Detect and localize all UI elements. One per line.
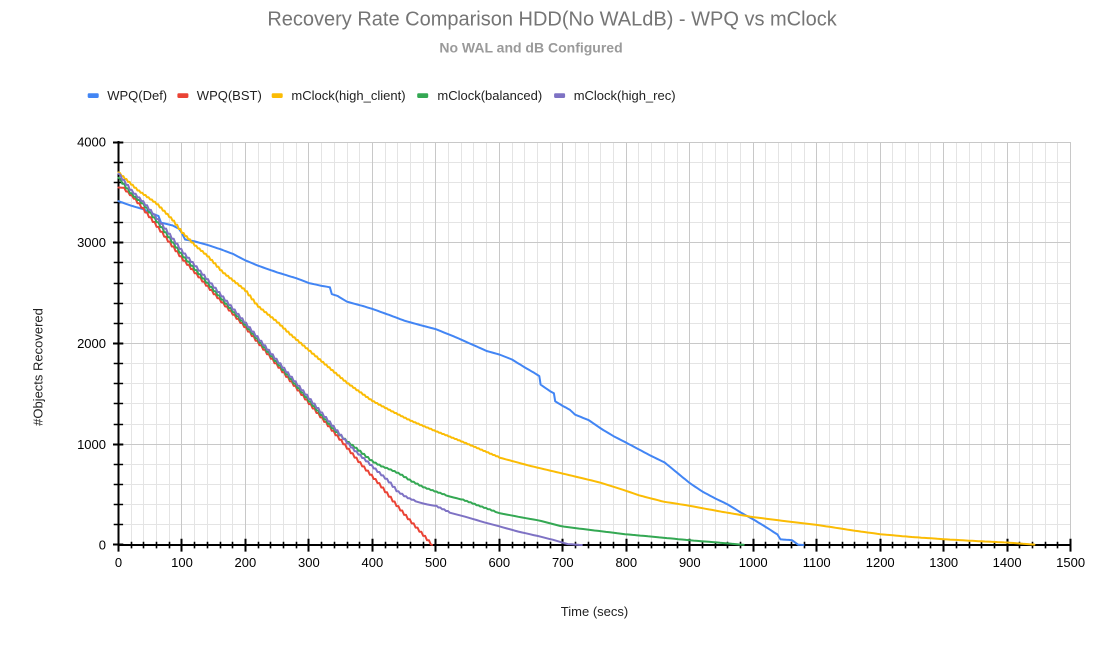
svg-text:1500: 1500 bbox=[1056, 555, 1085, 570]
svg-text:2000: 2000 bbox=[77, 336, 106, 351]
svg-text:mClock(balanced): mClock(balanced) bbox=[437, 88, 542, 103]
svg-text:800: 800 bbox=[615, 555, 637, 570]
svg-text:No WAL and dB Configured: No WAL and dB Configured bbox=[439, 40, 622, 56]
svg-text:#Objects Recovered: #Objects Recovered bbox=[31, 308, 46, 426]
svg-text:1400: 1400 bbox=[993, 555, 1022, 570]
svg-text:900: 900 bbox=[679, 555, 701, 570]
svg-text:Time (secs): Time (secs) bbox=[561, 604, 628, 619]
svg-text:1200: 1200 bbox=[866, 555, 895, 570]
svg-text:1300: 1300 bbox=[929, 555, 958, 570]
svg-text:1100: 1100 bbox=[803, 555, 831, 570]
svg-text:100: 100 bbox=[171, 555, 193, 570]
svg-text:Recovery Rate Comparison HDD(N: Recovery Rate Comparison HDD(No WALdB) -… bbox=[267, 9, 837, 31]
svg-text:4000: 4000 bbox=[77, 135, 106, 150]
svg-text:WPQ(Def): WPQ(Def) bbox=[107, 88, 167, 103]
svg-text:mClock(high_rec): mClock(high_rec) bbox=[574, 88, 676, 103]
svg-text:3000: 3000 bbox=[77, 235, 106, 250]
svg-text:0: 0 bbox=[115, 555, 122, 570]
svg-text:700: 700 bbox=[552, 555, 574, 570]
svg-text:mClock(high_client): mClock(high_client) bbox=[291, 88, 405, 103]
svg-text:500: 500 bbox=[425, 555, 447, 570]
svg-text:300: 300 bbox=[298, 555, 320, 570]
svg-text:1000: 1000 bbox=[739, 555, 768, 570]
svg-text:200: 200 bbox=[235, 555, 257, 570]
svg-text:1000: 1000 bbox=[77, 437, 106, 452]
svg-text:600: 600 bbox=[488, 555, 510, 570]
svg-text:WPQ(BST): WPQ(BST) bbox=[197, 88, 262, 103]
svg-text:0: 0 bbox=[99, 538, 106, 553]
svg-text:400: 400 bbox=[362, 555, 384, 570]
